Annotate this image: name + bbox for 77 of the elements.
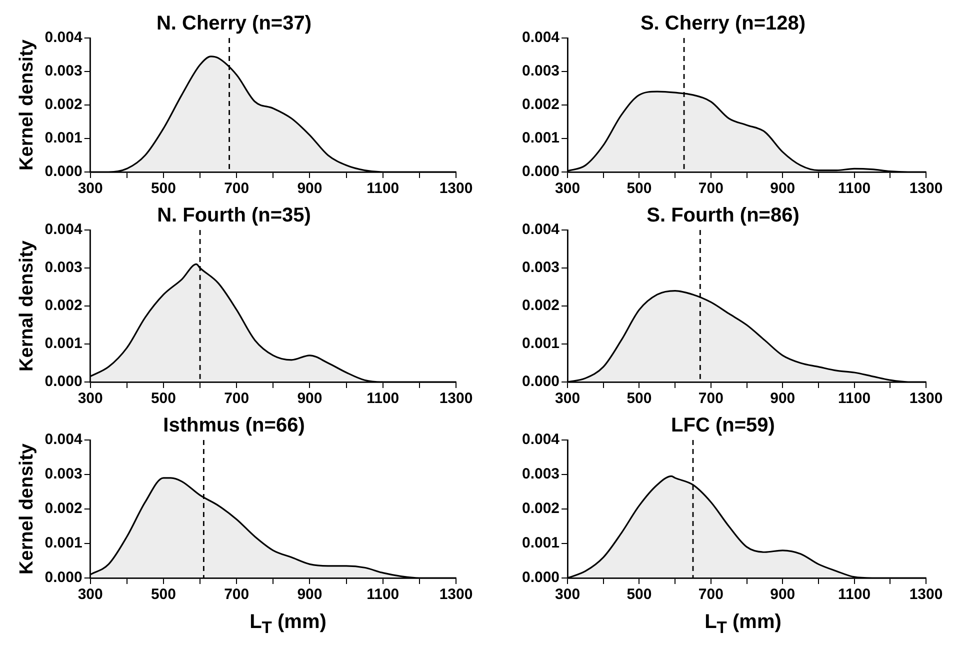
x-tick-label: 1100 (366, 390, 400, 408)
y-axis-title: Kernal density (16, 240, 38, 372)
x-tick-label: 300 (78, 390, 103, 408)
x-tick-label: 900 (770, 390, 796, 408)
x-axis-title: L$_{T}$ (mm) (704, 610, 782, 639)
y-tick-label: 0.000 (522, 569, 560, 586)
y-tick-label: 0.002 (522, 500, 560, 518)
y-tick-label: 0.001 (44, 534, 82, 552)
y-tick-label: 0.004 (522, 431, 560, 448)
y-tick-label: 0.003 (44, 466, 82, 483)
x-tick-label: 1300 (439, 586, 473, 604)
x-tick-label: 500 (626, 586, 652, 604)
y-tick-label: 0.002 (522, 297, 560, 314)
y-axis-title: Kernel density (16, 443, 38, 574)
chart-title: S. Fourth (n=86) (646, 204, 800, 227)
y-tick-label: 0.001 (44, 335, 82, 352)
x-tick-label: 700 (224, 586, 250, 604)
y-tick-label: 0.000 (44, 373, 82, 390)
y-tick-label: 0.003 (44, 259, 82, 276)
x-tick-label: 1100 (366, 180, 400, 198)
y-tick-label: 0.004 (44, 29, 83, 46)
x-tick-label: 1300 (909, 586, 943, 604)
y-tick-label: 0.000 (44, 569, 82, 586)
y-tick-label: 0.002 (44, 96, 82, 114)
x-tick-label: 700 (698, 586, 724, 604)
x-tick-label: 500 (626, 390, 652, 408)
x-tick-label: 700 (698, 390, 724, 408)
x-tick-label: 900 (770, 586, 796, 604)
y-tick-label: 0.003 (522, 466, 560, 483)
y-tick-label: 0.003 (522, 62, 560, 80)
y-tick-label: 0.000 (522, 373, 560, 390)
x-tick-label: 900 (770, 180, 796, 198)
x-tick-label: 900 (297, 586, 322, 604)
x-tick-label: 700 (224, 180, 250, 198)
y-tick-label: 0.001 (44, 130, 82, 147)
x-axis-title: L$_{T}$ (mm) (250, 610, 326, 639)
x-tick-label: 300 (555, 586, 580, 604)
x-tick-label: 300 (555, 390, 580, 408)
x-tick-label: 300 (555, 180, 580, 198)
y-tick-label: 0.002 (522, 96, 560, 114)
x-tick-label: 500 (626, 180, 652, 198)
chart-title: LFC (n=59) (671, 414, 775, 437)
chart-title: N. Fourth (n=35) (157, 204, 311, 227)
x-tick-label: 500 (150, 586, 176, 604)
x-tick-label: 500 (150, 180, 176, 198)
x-tick-label: 1100 (366, 586, 400, 604)
chart-title: N. Cherry (n=37) (156, 12, 312, 35)
x-tick-label: 1300 (439, 180, 473, 198)
x-tick-label: 700 (224, 390, 250, 408)
y-tick-label: 0.003 (522, 259, 560, 276)
y-tick-label: 0.002 (44, 297, 82, 314)
chart-title: Isthmus (n=66) (163, 414, 305, 437)
y-tick-label: 0.004 (44, 431, 83, 448)
x-tick-label: 1300 (439, 390, 473, 408)
y-tick-label: 0.001 (522, 335, 560, 352)
y-tick-label: 0.004 (44, 221, 83, 238)
x-tick-label: 1300 (909, 180, 943, 198)
chart-title: S. Cherry (n=128) (640, 12, 806, 35)
y-tick-label: 0.003 (44, 62, 82, 80)
y-tick-label: 0.000 (44, 163, 82, 180)
y-tick-label: 0.004 (522, 29, 560, 46)
y-tick-label: 0.001 (522, 534, 560, 552)
x-tick-label: 900 (297, 180, 322, 198)
x-tick-label: 900 (297, 390, 322, 408)
x-tick-label: 1100 (838, 390, 871, 408)
x-tick-label: 300 (78, 180, 103, 198)
y-axis-title: Kernel density (16, 39, 38, 170)
x-tick-label: 700 (698, 180, 724, 198)
y-tick-label: 0.002 (44, 500, 82, 518)
y-tick-label: 0.000 (522, 163, 560, 180)
y-tick-label: 0.004 (522, 221, 560, 238)
x-tick-label: 1300 (909, 390, 943, 408)
x-tick-label: 1100 (838, 180, 871, 198)
y-tick-label: 0.001 (522, 130, 560, 147)
x-tick-label: 1100 (838, 586, 871, 604)
x-tick-label: 500 (150, 390, 176, 408)
x-tick-label: 300 (78, 586, 103, 604)
